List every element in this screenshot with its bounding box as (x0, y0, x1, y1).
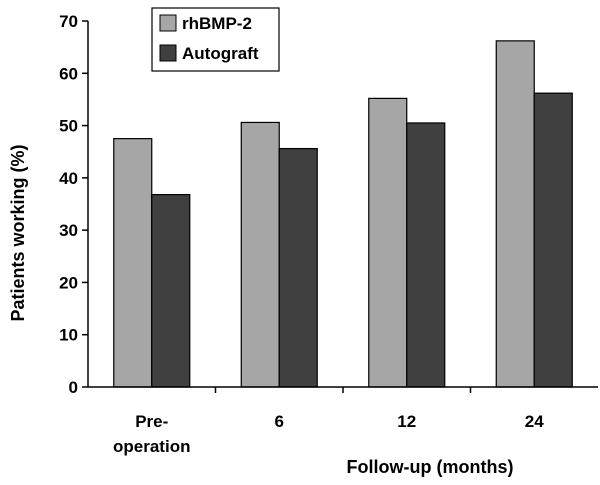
legend-label: Autograft (182, 44, 259, 63)
y-tick-label: 0 (69, 378, 78, 397)
bar-rhbmp-2-0 (113, 138, 153, 388)
x-category-label: 6 (275, 412, 284, 431)
y-tick-label: 10 (59, 326, 78, 345)
y-tick-label: 70 (59, 12, 78, 31)
bar-autograft-2 (406, 122, 446, 388)
y-tick-label: 40 (59, 169, 78, 188)
bar-rhbmp-2-1 (240, 121, 280, 388)
bar-autograft-3 (533, 92, 573, 388)
bar-autograft-1 (278, 147, 318, 388)
y-tick-label: 50 (59, 117, 78, 136)
y-tick-label: 30 (59, 221, 78, 240)
x-axis-category-labels: Pre-operation 6 12 24 (113, 412, 544, 456)
x-category-label: operation (113, 437, 190, 456)
legend: rhBMP-2 Autograft (151, 7, 280, 72)
bars (113, 40, 573, 393)
y-axis-ticks: 0 10 20 30 40 50 60 70 (59, 12, 88, 397)
y-axis-label: Patients working (%) (8, 144, 28, 321)
y-tick-label: 60 (59, 64, 78, 83)
x-category-label: Pre- (135, 412, 168, 431)
y-tick-label: 20 (59, 273, 78, 292)
bar-rhbmp-2-2 (368, 97, 408, 388)
x-category-label: 24 (525, 412, 544, 431)
legend-swatch-autograft (159, 44, 177, 62)
legend-label: rhBMP-2 (182, 14, 252, 33)
x-axis-label: Follow-up (months) (347, 457, 514, 477)
bar-rhbmp-2-3 (495, 40, 535, 388)
bar-autograft-0 (151, 193, 191, 388)
legend-swatch-rhbmp-2 (159, 14, 177, 32)
x-category-label: 12 (397, 412, 416, 431)
